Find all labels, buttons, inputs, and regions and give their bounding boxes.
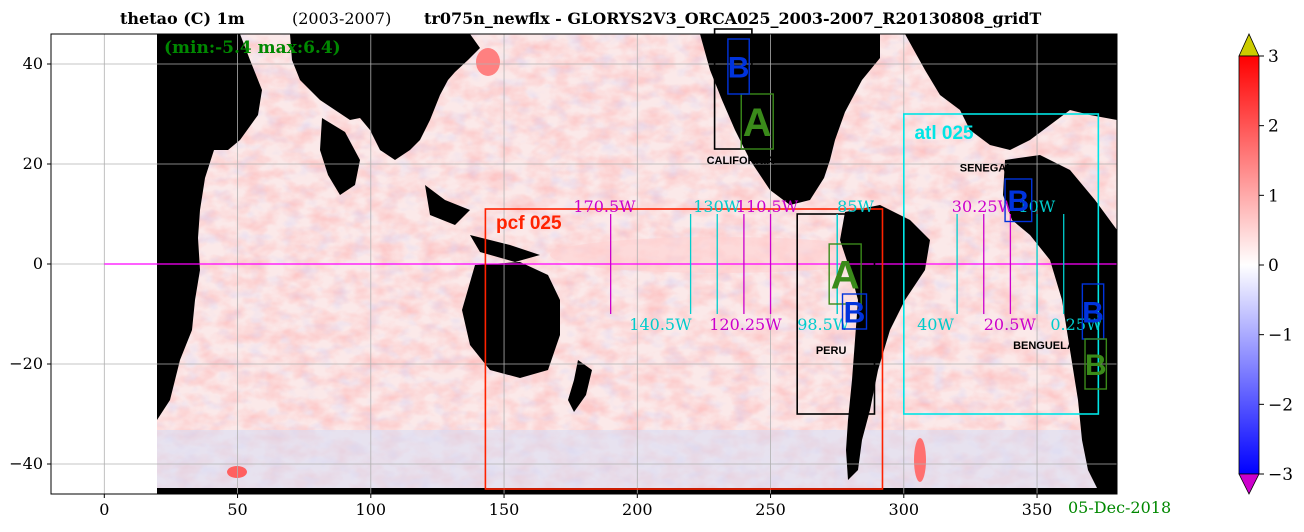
lon-label-10: 10W [1018,197,1055,216]
letter-box-label-5: B [1082,296,1104,329]
region-name-2: PERU [816,345,847,357]
date-label: 05-Dec-2018 [1068,498,1171,517]
letter-box-4 [1004,178,1033,223]
lon-label-2: 130W [693,197,741,216]
minmax-label: (min:-5.4 max:6.4) [164,38,341,58]
letter-box-0 [740,93,774,150]
colorbar-tick-label-4: 1 [1268,186,1279,206]
colorbar-extend-max [1238,33,1260,57]
letter-box-6 [1084,338,1108,390]
land-south-america [840,205,930,480]
land-greenland-europe [905,34,1117,150]
colorbar-tick-label-0: −3 [1268,465,1293,485]
region-box-0 [484,208,884,490]
colorbar-tick-label-5: 2 [1268,117,1279,137]
land-africa-east [1003,155,1117,494]
warm-spot-gulfstream [476,48,500,76]
lon-label-3: 120.25W [709,315,782,334]
land-asia [290,34,480,160]
colorbar-tick-label-3: 0 [1268,256,1279,276]
x-tick-label-4: 200 [622,500,653,519]
title-experiment: tr075n_newflx - GLORYS2V3_ORCA025_2003-2… [424,9,1041,28]
colorbar-tick-label-2: −1 [1268,326,1293,346]
letter-box-label-6: B [1085,349,1107,382]
lon-label-1: 140.5W [629,315,692,334]
y-axis: −40 −20 0 20 40 [9,54,51,473]
colorbar-gradient [1238,55,1260,475]
land-new-zealand [568,360,592,412]
land-arabia-india [320,118,360,195]
x-tick-label-2: 100 [356,500,387,519]
letter-box-label-3: B [844,296,866,329]
region-box-3 [796,213,876,415]
y-tick-label-3: 20 [23,154,43,173]
lon-label-4: 110.5W [736,197,799,216]
region-label-0: pcf 025 [496,213,562,234]
lon-label-0: 170.5W [573,197,636,216]
letter-box-2 [828,243,862,305]
lon-label-8: 30.25W [952,197,1015,216]
y-tick-label-4: 40 [23,54,43,73]
x-axis: 0 50 100 150 200 250 300 350 [99,494,1052,519]
y-tick-label-0: −40 [9,454,43,473]
lon-label-7: 40W [917,315,954,334]
chart-title: thetao (C) 1m (2003-2007) tr075n_newflx … [120,9,1041,28]
colorbar-tick-label-6: 3 [1268,47,1279,67]
x-tick-label-7: 350 [1022,500,1053,519]
x-tick-label-5: 250 [755,500,786,519]
region-name-0: CALIFORNIA [707,155,775,167]
lon-label-11: 0.25W [1050,315,1103,334]
warm-spot-agulhas [227,466,247,478]
title-period: (2003-2007) [292,9,391,28]
region-box-1 [902,113,1100,415]
x-tick-label-0: 0 [99,500,109,519]
colorbar: −3 −2 −1 0 1 2 3 [1238,33,1293,495]
land-australia [462,262,560,378]
letter-box-label-4: B [1008,185,1030,218]
y-tick-label-2: 0 [33,254,43,273]
overlays: pcf 025 atl 025 CALIFORNIA SENEGAL PERU BENGU… [104,28,1117,490]
land-north-america [700,34,880,205]
region-name-1: SENEGAL [960,163,1013,175]
land-maritime-se-asia [425,185,540,262]
letter-box-3 [841,293,868,330]
colorbar-tick-label-1: −2 [1268,395,1293,415]
letter-box-label-1: B [728,51,750,84]
region-label-1: atl 025 [914,123,974,144]
x-tick-label-1: 50 [227,500,247,519]
land-masses [157,34,1117,494]
x-tick-label-6: 300 [889,500,920,519]
region-name-3: BENGUELA [1013,340,1075,352]
letter-box-1 [727,38,750,95]
region-box-2 [713,28,753,150]
letter-box-label-2: A [831,253,860,297]
colorbar-ticks: −3 −2 −1 0 1 2 3 [1259,47,1293,485]
lon-label-6: 85W [837,197,874,216]
lon-label-9: 20.5W [984,315,1037,334]
y-tick-label-1: −20 [9,354,43,373]
colorbar-extend-min [1238,473,1260,495]
x-tick-label-3: 150 [489,500,520,519]
warm-spot-brazil [914,438,926,482]
lon-label-5: 98.5W [797,315,850,334]
letter-box-label-0: A [743,101,772,145]
land-africa-west [157,34,262,420]
title-variable: thetao (C) 1m [120,9,245,28]
